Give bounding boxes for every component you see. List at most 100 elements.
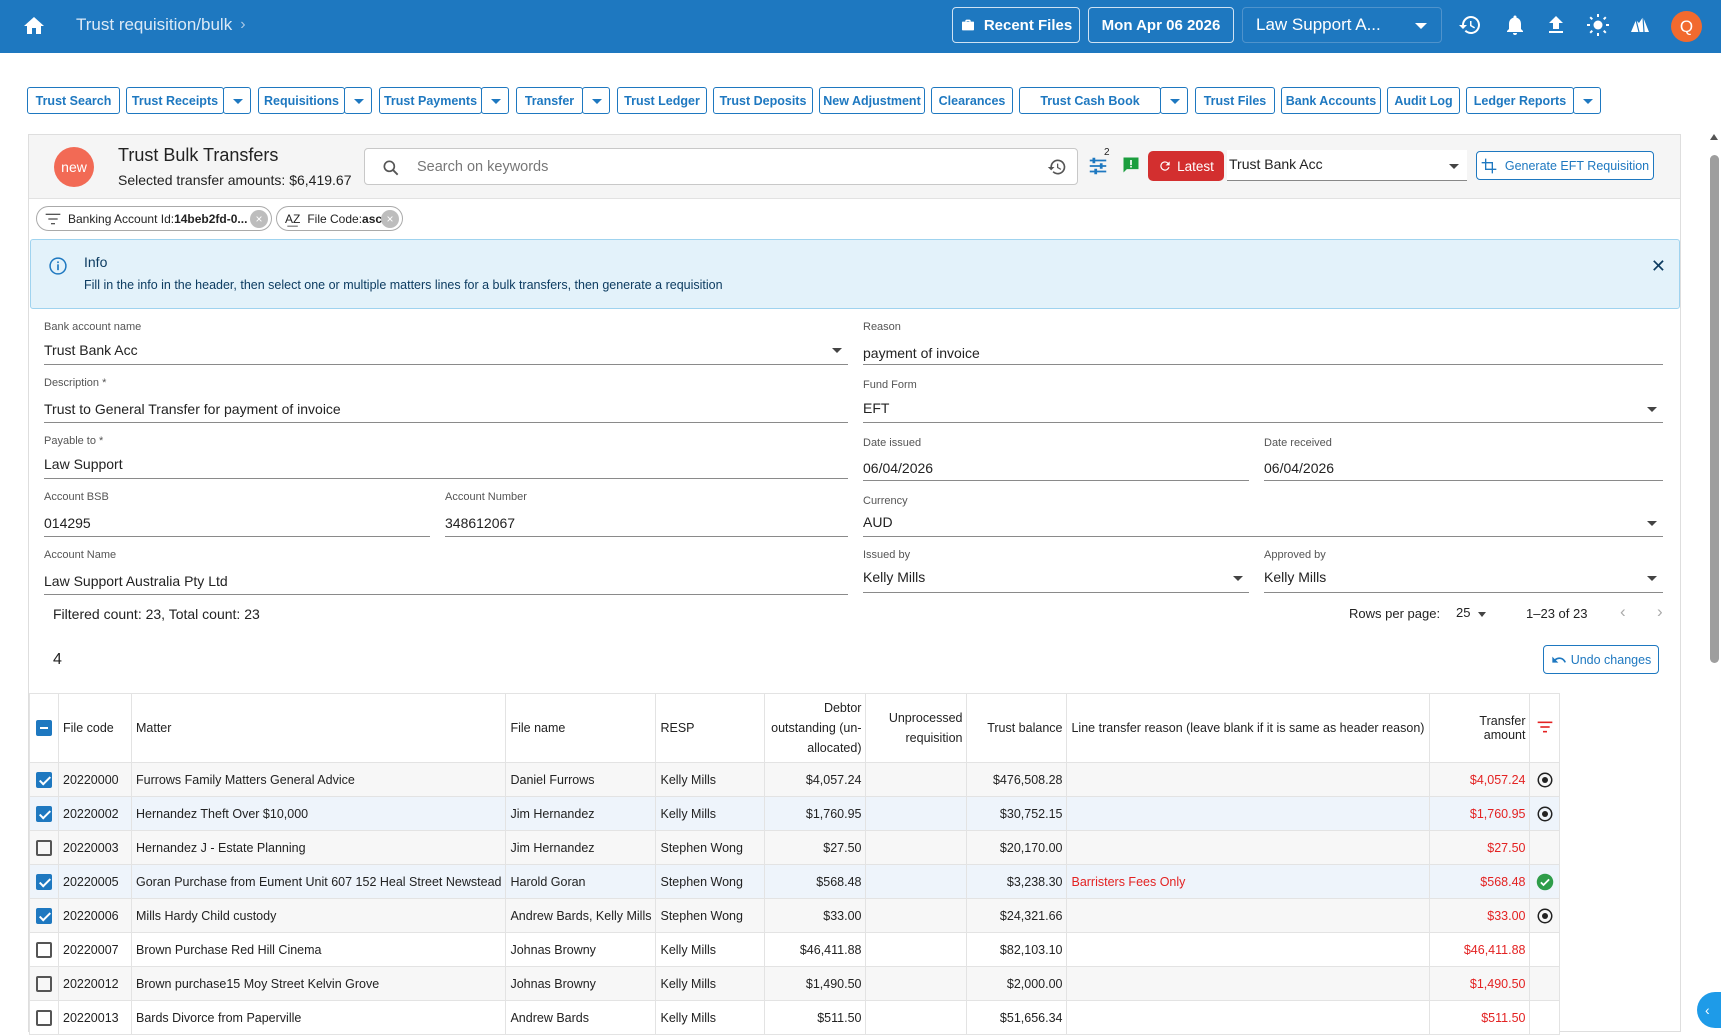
row-checkbox[interactable] [36, 805, 52, 822]
column-filter-cell[interactable] [1529, 693, 1561, 763]
line-transfer-reason-cell[interactable] [1066, 830, 1431, 865]
filter-chip-banking-account[interactable]: Banking Account Id: 14beb2fd-0... × [36, 206, 272, 231]
table-row[interactable]: 20220012 Brown purchase15 Moy Street Kelv… [29, 966, 1561, 1001]
table-row[interactable]: 20220002 Hernandez Theft Over $10,000 Jim … [29, 796, 1561, 831]
line-transfer-reason-cell[interactable]: Barristers Fees Only [1066, 864, 1431, 899]
nav-dropdown-toggle[interactable] [223, 87, 251, 114]
upload-icon[interactable] [1544, 13, 1568, 37]
rows-per-page-select[interactable]: 25 [1456, 605, 1471, 620]
col-unprocessed-requisition[interactable]: Unprocessed requisition [865, 693, 968, 763]
nav-trust-files-button[interactable]: Trust Files [1195, 87, 1275, 114]
nav-audit-log-button[interactable]: Audit Log [1387, 87, 1460, 114]
brand-logo-icon[interactable] [1628, 13, 1652, 37]
breadcrumb-current[interactable]: Trust requisition/bulk [76, 15, 233, 34]
new-badge[interactable]: new [54, 147, 94, 187]
chevron-right-icon[interactable]: › [1657, 602, 1663, 621]
col-line-transfer-reason[interactable]: Line transfer reason (leave blank if it … [1066, 693, 1431, 763]
col-resp[interactable]: RESP [655, 693, 766, 763]
row-status-cell[interactable] [1529, 966, 1561, 1001]
col-transfer-amount[interactable]: Transfer amount [1429, 693, 1531, 763]
nav-dropdown-toggle[interactable] [344, 87, 372, 114]
col-trust-balance[interactable]: Trust balance [966, 693, 1068, 763]
side-panel-toggle[interactable]: ‹ [1697, 992, 1721, 1028]
scroll-up-icon[interactable] [1710, 134, 1718, 140]
home-icon[interactable] [22, 14, 46, 38]
row-select-cell[interactable] [29, 932, 59, 967]
row-checkbox[interactable] [36, 1009, 52, 1026]
nav-trust-payments-button[interactable]: Trust Payments [379, 87, 482, 114]
bank-account-select[interactable]: Trust Bank Acc [1227, 150, 1467, 181]
approved-by-select[interactable]: Approved by Kelly Mills [1264, 549, 1663, 593]
table-row[interactable]: 20220013 Bards Divorce from Paperville And… [29, 1000, 1561, 1035]
col-file-name[interactable]: File name [505, 693, 657, 763]
transfer-amount-cell[interactable]: $1,760.95 [1429, 796, 1531, 831]
generate-eft-button[interactable]: Generate EFT Requisition [1476, 151, 1654, 180]
page-scrollbar-thumb[interactable] [1710, 155, 1719, 663]
row-select-cell[interactable] [29, 1000, 59, 1035]
caret-down-icon[interactable] [1478, 612, 1486, 617]
nav-requisitions-button[interactable]: Requisitions [258, 87, 345, 114]
table-row[interactable]: 20220003 Hernandez J - Estate Planning Jim… [29, 830, 1561, 865]
nav-ledger-reports-button[interactable]: Ledger Reports [1466, 87, 1574, 114]
transfer-amount-cell[interactable]: $568.48 [1429, 864, 1531, 899]
row-checkbox[interactable] [36, 839, 52, 856]
fund-form-select[interactable]: Fund Form EFT [863, 379, 1663, 423]
line-transfer-reason-cell[interactable] [1066, 1000, 1431, 1035]
radio-target-icon[interactable] [1536, 771, 1554, 789]
row-status-cell[interactable] [1529, 932, 1561, 967]
transfer-amount-cell[interactable]: $46,411.88 [1429, 932, 1531, 967]
table-row[interactable]: 20220005 Goran Purchase from Eument Unit … [29, 864, 1561, 899]
radio-target-icon[interactable] [1536, 907, 1554, 925]
select-all-checkbox[interactable] [36, 720, 52, 736]
row-checkbox[interactable] [36, 941, 52, 958]
row-select-cell[interactable] [29, 966, 59, 1001]
search-history-icon[interactable] [1047, 157, 1067, 177]
row-status-cell[interactable] [1529, 1000, 1561, 1035]
transfer-amount-cell[interactable]: $511.50 [1429, 1000, 1531, 1035]
row-status-cell[interactable] [1529, 830, 1561, 865]
transfer-amount-cell[interactable]: $33.00 [1429, 898, 1531, 933]
row-checkbox[interactable] [36, 907, 52, 924]
row-select-cell[interactable] [29, 762, 59, 797]
date-received-field[interactable]: Date received 06/04/2026 [1264, 437, 1663, 481]
line-transfer-reason-cell[interactable] [1066, 796, 1431, 831]
row-select-cell[interactable] [29, 830, 59, 865]
search-input[interactable]: Search on keywords [364, 148, 1078, 185]
issued-by-select[interactable]: Issued by Kelly Mills [863, 549, 1249, 593]
check-circle-icon[interactable] [1536, 873, 1554, 891]
account-bsb-field[interactable]: Account BSB 014295 [44, 491, 430, 537]
page-scrollbar-track[interactable] [1707, 134, 1721, 1032]
nav-dropdown-toggle[interactable] [582, 87, 610, 114]
select-all-cell[interactable] [29, 693, 59, 763]
row-checkbox[interactable] [36, 975, 52, 992]
nav-trust-ledger-button[interactable]: Trust Ledger [617, 87, 707, 114]
nav-dropdown-toggle[interactable] [481, 87, 509, 114]
nav-bank-accounts-button[interactable]: Bank Accounts [1281, 87, 1381, 114]
payable-to-field[interactable]: Payable to * Law Support [44, 435, 848, 479]
close-icon[interactable]: × [381, 210, 399, 228]
description-field[interactable]: Description * Trust to General Transfer … [44, 377, 848, 423]
transfer-amount-cell[interactable]: $4,057.24 [1429, 762, 1531, 797]
transfer-amount-cell[interactable]: $27.50 [1429, 830, 1531, 865]
row-select-cell[interactable] [29, 796, 59, 831]
nav-dropdown-toggle[interactable] [1160, 87, 1188, 114]
col-matter[interactable]: Matter [130, 693, 507, 763]
transfer-amount-cell[interactable]: $1,490.50 [1429, 966, 1531, 1001]
organisation-select[interactable]: Law Support A... [1242, 7, 1442, 43]
date-issued-field[interactable]: Date issued 06/04/2026 [863, 437, 1249, 481]
bell-icon[interactable] [1503, 13, 1527, 37]
undo-changes-button[interactable]: Undo changes [1543, 645, 1659, 674]
filter-lines-icon[interactable] [1537, 720, 1553, 734]
recent-files-button[interactable]: Recent Files [952, 7, 1080, 43]
account-number-field[interactable]: Account Number 348612067 [445, 491, 848, 537]
row-select-cell[interactable] [29, 898, 59, 933]
nav-new-adjustment-button[interactable]: New Adjustment [819, 87, 925, 114]
reason-field[interactable]: Reason payment of invoice [863, 321, 1663, 365]
filter-settings-icon[interactable] [1087, 155, 1109, 177]
table-row[interactable]: 20220006 Mills Hardy Child custody Andrew … [29, 898, 1561, 933]
col-debtor-outstanding[interactable]: Debtor outstanding (un- allocated) [764, 693, 867, 763]
row-status-cell[interactable] [1529, 898, 1561, 933]
feedback-icon[interactable] [1121, 155, 1141, 175]
filter-chip-file-code[interactable]: A͟Z File Code: asc × [276, 206, 403, 231]
latest-button[interactable]: Latest [1148, 151, 1224, 181]
